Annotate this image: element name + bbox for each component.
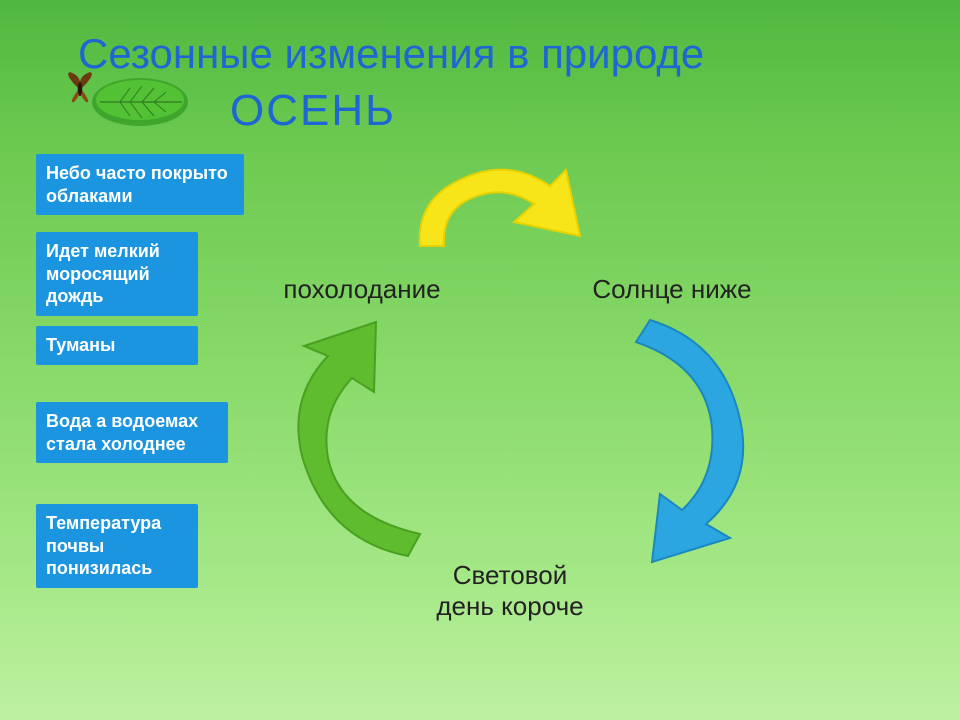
cycle-node-cold: похолодание xyxy=(262,274,462,305)
sidebox-0: Небо часто покрыто облаками xyxy=(36,154,244,215)
cycle-node-sun: Солнце ниже xyxy=(562,274,782,305)
cycle-node-short: Световой день короче xyxy=(400,560,620,622)
arrow-left xyxy=(258,320,458,570)
sidebox-3: Вода а водоемах стала холоднее xyxy=(36,402,228,463)
title-line1: Сезонные изменения в природе xyxy=(78,30,704,78)
arrow-top xyxy=(390,150,610,270)
arrow-left-path xyxy=(298,322,420,556)
sidebox-4: Температура почвы понизилась xyxy=(36,504,198,588)
arrow-right xyxy=(590,310,790,570)
sidebox-1: Идет мелкий моросящий дождь xyxy=(36,232,198,316)
sidebox-2: Туманы xyxy=(36,326,198,365)
arrow-top-path xyxy=(420,170,580,246)
arrow-right-path xyxy=(636,320,743,562)
title-line2: ОСЕНЬ xyxy=(230,86,396,136)
